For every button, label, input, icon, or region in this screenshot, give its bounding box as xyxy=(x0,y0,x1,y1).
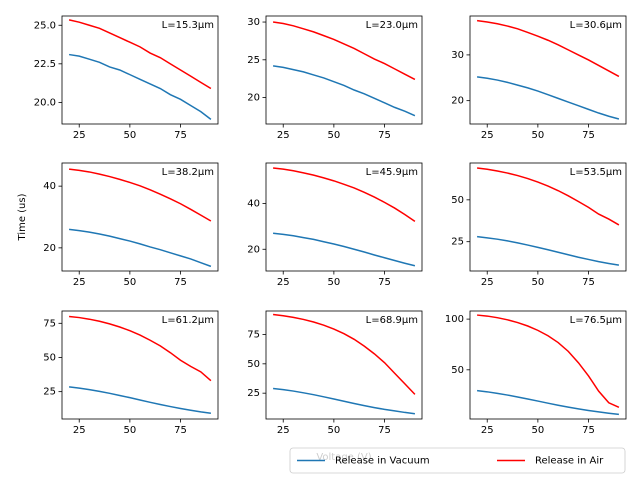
series-line xyxy=(477,314,620,409)
series-line xyxy=(272,65,416,117)
x-tick-label: 50 xyxy=(532,277,545,288)
series-line xyxy=(68,19,212,90)
y-tick-label: 50 xyxy=(451,195,464,206)
axes-frame xyxy=(61,15,219,125)
x-tick-label: 75 xyxy=(174,277,187,288)
axes-frame xyxy=(469,15,627,125)
y-tick-label: 30 xyxy=(451,50,464,61)
series-line xyxy=(68,228,212,268)
series-line xyxy=(477,235,620,266)
series-line xyxy=(273,387,416,415)
x-tick-label: 75 xyxy=(582,130,595,141)
y-tick-label: 25 xyxy=(247,388,260,399)
x-tick-label: 75 xyxy=(378,425,391,436)
y-tick-label: 50 xyxy=(247,359,260,370)
x-tick-label: 50 xyxy=(124,425,137,436)
annotation: L=76.5μm xyxy=(570,315,622,326)
x-tick-label: 50 xyxy=(328,277,341,288)
y-tick-label: 50 xyxy=(43,352,56,363)
x-tick-label: 50 xyxy=(532,425,545,436)
x-tick-label: 25 xyxy=(481,277,494,288)
legend-box xyxy=(289,447,626,474)
y-tick-label: 20 xyxy=(43,243,56,254)
legend-label: Release in Vacuum xyxy=(335,456,430,467)
annotation: L=61.2μm xyxy=(162,315,214,326)
annotation: L=53.5μm xyxy=(570,167,622,178)
axes-frame xyxy=(265,15,423,125)
x-tick-label: 75 xyxy=(582,277,595,288)
series-line xyxy=(477,389,619,416)
y-tick-label: 20 xyxy=(451,96,464,107)
y-tick-label: 25 xyxy=(43,387,56,398)
x-tick-label: 75 xyxy=(174,425,187,436)
series-line xyxy=(272,21,416,81)
annotation: L=23.0μm xyxy=(366,20,418,31)
series-line xyxy=(477,167,620,226)
series-line xyxy=(476,76,620,120)
axes-frame xyxy=(265,162,423,272)
series-line xyxy=(476,19,620,78)
series-line xyxy=(68,168,212,222)
x-tick-label: 50 xyxy=(532,130,545,141)
axes-frame xyxy=(265,310,423,420)
y-tick-label: 75 xyxy=(43,318,56,329)
annotation: L=68.9μm xyxy=(366,315,418,326)
y-tick-label: 40 xyxy=(247,199,260,210)
x-tick-label: 75 xyxy=(378,277,391,288)
x-tick-label: 25 xyxy=(277,130,290,141)
series-line xyxy=(68,53,212,120)
x-tick-label: 25 xyxy=(481,425,494,436)
legend-label: Release in Air xyxy=(535,456,604,467)
annotation: L=38.2μm xyxy=(162,167,214,178)
x-tick-label: 75 xyxy=(378,130,391,141)
x-tick-label: 25 xyxy=(277,277,290,288)
x-tick-label: 25 xyxy=(73,130,86,141)
y-tick-label: 100 xyxy=(445,314,464,325)
x-tick-label: 25 xyxy=(481,130,494,141)
x-tick-label: 50 xyxy=(124,130,137,141)
x-tick-label: 75 xyxy=(582,425,595,436)
series-line xyxy=(68,386,212,415)
series-line xyxy=(69,315,212,382)
y-tick-label: 25 xyxy=(451,237,464,248)
annotation: L=30.6μm xyxy=(570,20,622,31)
y-tick-label: 75 xyxy=(247,329,260,340)
series-line xyxy=(273,167,416,222)
y-tick-label: 30 xyxy=(247,17,260,28)
x-tick-label: 50 xyxy=(124,277,137,288)
y-tick-label: 20.0 xyxy=(34,97,56,108)
y-tick-label: 25.0 xyxy=(34,20,56,31)
y-tick-label: 20 xyxy=(247,244,260,255)
axes-frame xyxy=(61,162,219,272)
x-tick-label: 25 xyxy=(73,277,86,288)
y-tick-label: 50 xyxy=(451,365,464,376)
y-tick-label: 20 xyxy=(247,93,260,104)
x-tick-label: 50 xyxy=(328,425,341,436)
y-tick-label: 25 xyxy=(247,55,260,66)
axes-frame xyxy=(61,310,219,420)
series-line xyxy=(273,232,416,267)
x-tick-label: 25 xyxy=(73,425,86,436)
x-tick-label: 75 xyxy=(174,130,187,141)
annotation: L=45.9μm xyxy=(366,167,418,178)
x-tick-label: 50 xyxy=(328,130,341,141)
annotation: L=15.3μm xyxy=(162,20,214,31)
axes-frame xyxy=(469,162,627,272)
series-line xyxy=(273,313,416,395)
y-tick-label: 22.5 xyxy=(34,59,56,70)
axes-frame xyxy=(469,310,627,420)
y-axis-label: Time (us) xyxy=(17,193,28,241)
x-tick-label: 25 xyxy=(277,425,290,436)
y-tick-label: 40 xyxy=(43,181,56,192)
